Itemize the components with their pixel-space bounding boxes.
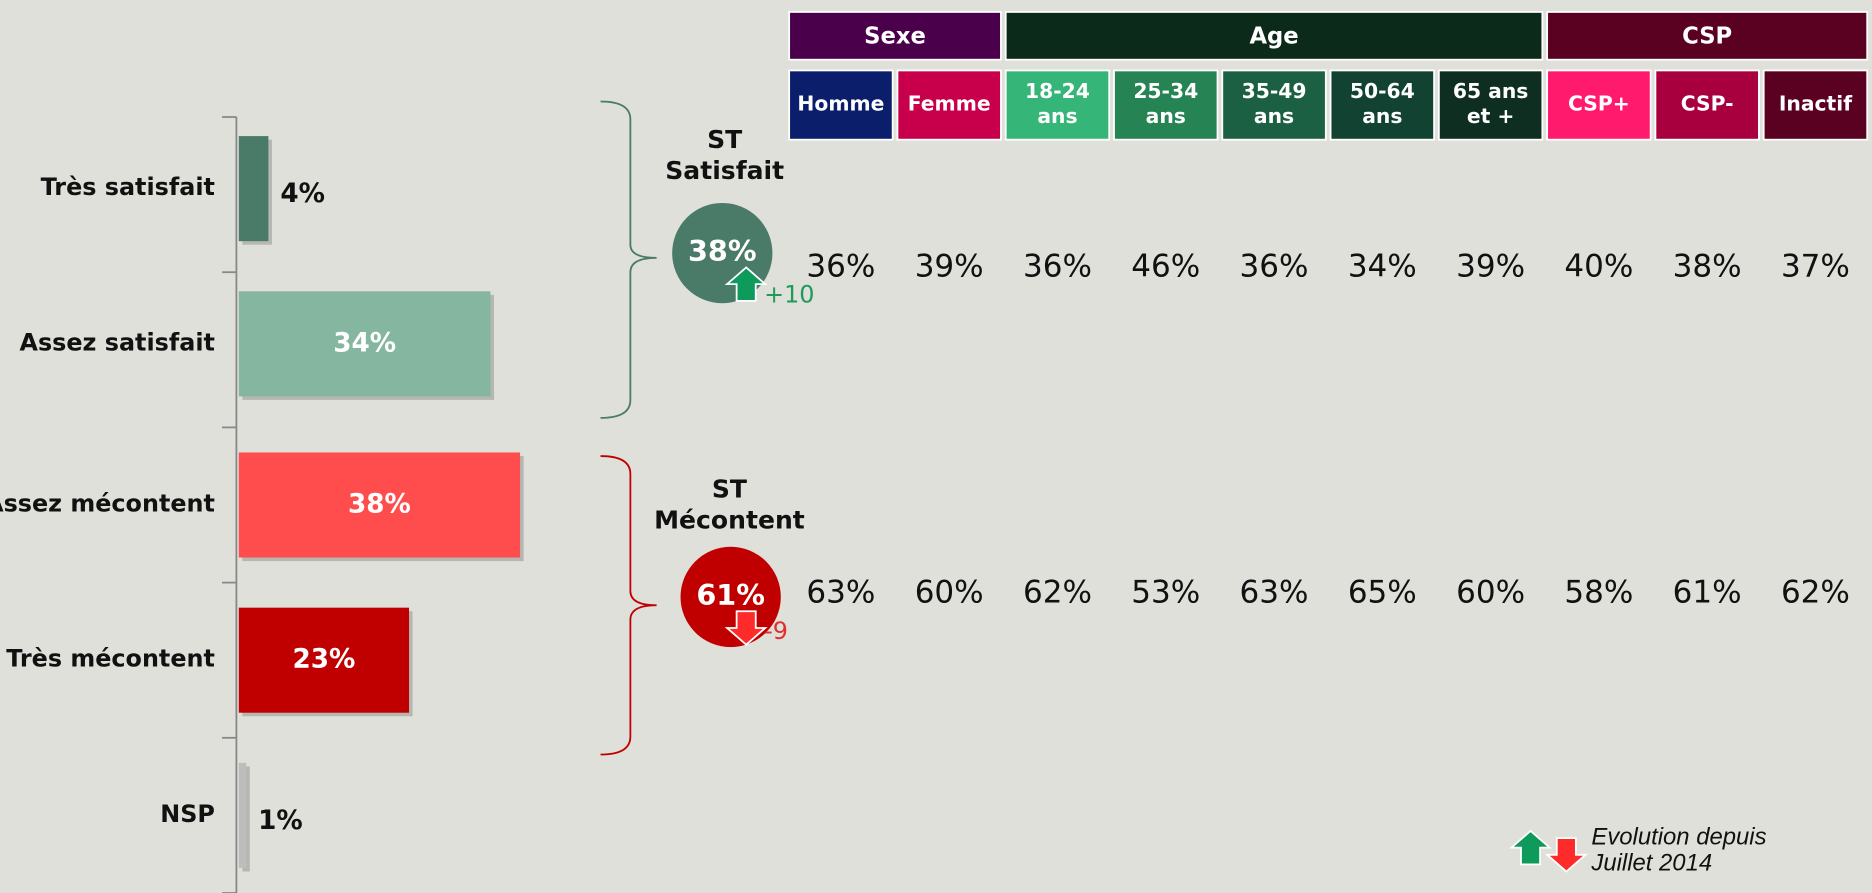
table-cell: 62%	[1781, 574, 1850, 610]
table-cell: 60%	[1456, 574, 1525, 610]
table-cell: 39%	[1456, 248, 1525, 284]
column-label: ans	[1146, 104, 1186, 128]
table-cell: 38%	[1673, 248, 1742, 284]
subtotal-label: Mécontent	[654, 506, 805, 535]
value-label: 4%	[280, 179, 325, 209]
bar	[238, 136, 269, 242]
value-label: 1%	[258, 806, 303, 836]
column-label: 50-64	[1350, 79, 1415, 103]
legend-label: Juillet 2014	[1590, 850, 1712, 877]
table-cell: 36%	[1023, 248, 1092, 284]
table-cell: 62%	[1023, 574, 1092, 610]
column-label: 65 ans	[1453, 79, 1528, 103]
bar	[238, 452, 521, 558]
table-cell: 40%	[1564, 248, 1633, 284]
bar	[238, 607, 410, 713]
column-header	[788, 69, 894, 141]
legend-arrow	[1544, 837, 1588, 873]
table-cell: 34%	[1348, 248, 1417, 284]
category-label: Très mécontent	[6, 645, 215, 673]
value-label: 38%	[348, 489, 411, 519]
group-label: CSP	[1682, 24, 1732, 50]
table-cell: 36%	[806, 248, 875, 284]
bracket	[600, 455, 657, 756]
column-label: Inactif	[1779, 92, 1852, 116]
column-header	[1329, 69, 1435, 141]
group-header	[788, 11, 1002, 61]
change-arrow	[724, 266, 768, 302]
column-label: 18-24	[1025, 79, 1090, 103]
subtotal-value: 38%	[688, 234, 757, 268]
bracket	[600, 100, 657, 419]
column-label: et +	[1467, 104, 1515, 128]
change-label: +10	[764, 281, 814, 309]
column-header	[1654, 69, 1760, 141]
table-cell: 37%	[1781, 248, 1850, 284]
table-cell: 63%	[806, 574, 875, 610]
column-label: 25-34	[1133, 79, 1198, 103]
column-header	[1004, 69, 1111, 141]
group-header	[1004, 11, 1544, 61]
table-cell: 58%	[1564, 574, 1633, 610]
subtotal-label: ST	[707, 125, 742, 154]
change-arrow	[724, 610, 768, 646]
category-label: Très satisfait	[41, 173, 215, 201]
table-cell: 39%	[915, 248, 984, 284]
column-header	[1762, 69, 1869, 141]
column-label: ans	[1254, 104, 1294, 128]
table-cell: 46%	[1131, 248, 1200, 284]
legend-label: Evolution depuis	[1591, 823, 1766, 850]
column-header	[896, 69, 1002, 141]
change-label: -9	[764, 617, 788, 645]
column-label: CSP-	[1681, 92, 1734, 116]
column-header	[1546, 69, 1652, 141]
subtotal-label: ST	[712, 475, 747, 504]
group-header	[1546, 11, 1869, 61]
category-label: NSP	[160, 800, 215, 828]
group-label: Sexe	[864, 24, 926, 50]
column-label: Femme	[908, 92, 991, 116]
value-label: 34%	[333, 328, 396, 358]
table-cell: 65%	[1348, 574, 1417, 610]
column-label: ans	[1362, 104, 1402, 128]
table-cell: 63%	[1240, 574, 1309, 610]
category-label: Assez mécontent	[0, 489, 215, 517]
bar	[238, 762, 247, 868]
column-label: 35-49	[1242, 79, 1307, 103]
table-cell: 36%	[1240, 248, 1309, 284]
category-label: Assez satisfait	[20, 328, 215, 356]
column-label: CSP+	[1568, 92, 1630, 116]
group-label: Age	[1249, 24, 1298, 50]
column-header	[1437, 69, 1544, 141]
bar	[238, 291, 491, 397]
table-cell: 60%	[915, 574, 984, 610]
subtotal-value: 61%	[696, 578, 765, 612]
subtotal-label: Satisfait	[665, 156, 784, 185]
column-label: Homme	[797, 92, 884, 116]
table-cell: 61%	[1673, 574, 1742, 610]
value-label: 23%	[292, 645, 355, 675]
column-header	[1221, 69, 1327, 141]
legend-arrow	[1509, 829, 1553, 866]
column-header	[1113, 69, 1219, 141]
column-label: ans	[1037, 104, 1077, 128]
table-cell: 53%	[1131, 574, 1200, 610]
